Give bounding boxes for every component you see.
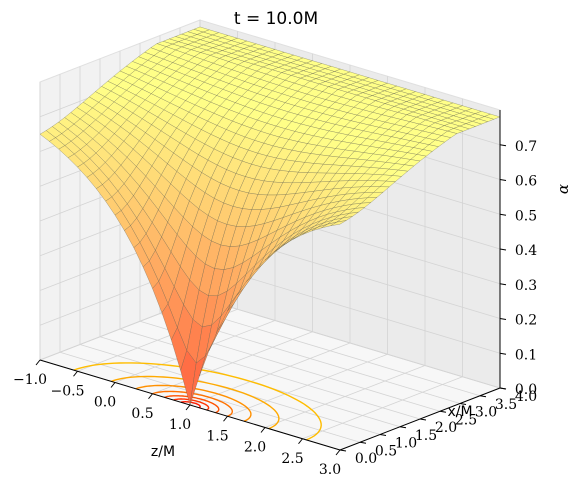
z-tick bbox=[499, 283, 507, 286]
z-tick-label: 0.6 bbox=[515, 174, 537, 190]
y-tick-label: 4.0 bbox=[515, 389, 537, 405]
x-tick bbox=[298, 438, 303, 445]
y-axis-label: x/M bbox=[447, 404, 472, 420]
x-tick bbox=[185, 404, 191, 411]
y-tick bbox=[339, 449, 347, 452]
z-tick-label: 0.1 bbox=[515, 347, 537, 363]
y-tick-label: 3.0 bbox=[475, 405, 497, 421]
tick-labels: −1.0−0.50.00.51.01.52.02.53.00.00.51.01.… bbox=[13, 139, 537, 478]
x-tick bbox=[148, 393, 153, 400]
y-tick bbox=[419, 418, 427, 421]
z-tick-label: 0.7 bbox=[515, 139, 537, 155]
x-tick bbox=[223, 415, 228, 422]
x-tick bbox=[335, 449, 341, 456]
y-tick-label: 0.0 bbox=[355, 451, 377, 467]
z-tick-label: 0.3 bbox=[515, 278, 537, 294]
x-tick-label: −0.5 bbox=[51, 383, 85, 399]
contour-level-0.2 bbox=[173, 398, 210, 411]
z-tick bbox=[499, 387, 507, 390]
y-tick-label: 1.0 bbox=[395, 436, 417, 452]
x-tick-label: 2.0 bbox=[244, 440, 266, 456]
chart-title: t = 10.0M bbox=[234, 9, 318, 29]
z-tick bbox=[499, 213, 507, 216]
axes bbox=[35, 110, 507, 456]
x-tick-label: 2.5 bbox=[281, 451, 303, 467]
x-tick-label: 1.0 bbox=[169, 417, 191, 433]
x-tick-label: 0.0 bbox=[94, 395, 116, 411]
z-tick bbox=[499, 179, 507, 181]
gridline-y bbox=[119, 328, 421, 420]
y-tick-label: 0.5 bbox=[375, 443, 397, 459]
y-tick bbox=[359, 441, 367, 444]
surface-plot bbox=[39, 26, 501, 406]
z-tick-label: 0.2 bbox=[515, 313, 537, 329]
z-tick bbox=[499, 248, 507, 251]
surface-face bbox=[330, 220, 347, 226]
y-tick bbox=[459, 403, 467, 405]
x-tick bbox=[260, 427, 266, 433]
y-tick bbox=[379, 434, 387, 436]
z-tick bbox=[499, 318, 507, 320]
x-tick-label: 0.5 bbox=[131, 406, 153, 422]
z-axis-label: α bbox=[554, 184, 572, 194]
x-tick bbox=[73, 370, 78, 377]
y-tick-label: 2.0 bbox=[435, 420, 457, 436]
z-tick-label: 0.4 bbox=[515, 243, 537, 259]
y-tick-label: 3.5 bbox=[495, 397, 517, 413]
y-tick-label: 2.5 bbox=[455, 412, 477, 428]
contour-level-0.5 bbox=[135, 384, 252, 422]
x-tick-label: −1.0 bbox=[13, 372, 47, 388]
y-tick bbox=[439, 410, 447, 413]
contour-level-0.3 bbox=[164, 395, 220, 414]
contour-level-0.6 bbox=[111, 375, 280, 430]
y-tick bbox=[479, 395, 487, 398]
z-tick-label: 0.5 bbox=[515, 208, 537, 224]
x-tick-label: 1.5 bbox=[206, 428, 228, 444]
y-tick-label: 1.5 bbox=[415, 428, 437, 444]
z-tick-label: 0.0 bbox=[515, 382, 537, 398]
contour-level-0.1 bbox=[180, 401, 202, 409]
gridline-y bbox=[179, 305, 481, 397]
contour-level-0.4 bbox=[152, 390, 234, 417]
y-tick bbox=[399, 426, 407, 429]
z-tick bbox=[499, 144, 507, 147]
z-tick bbox=[499, 352, 507, 355]
x-tick-label: 3.0 bbox=[319, 462, 341, 478]
contour-level-0.7 bbox=[73, 362, 322, 441]
x-tick bbox=[110, 382, 116, 388]
x-axis-label: z/M bbox=[151, 444, 175, 460]
x-tick bbox=[35, 359, 41, 366]
contour-projection bbox=[73, 362, 322, 441]
gridline-y bbox=[79, 344, 381, 435]
